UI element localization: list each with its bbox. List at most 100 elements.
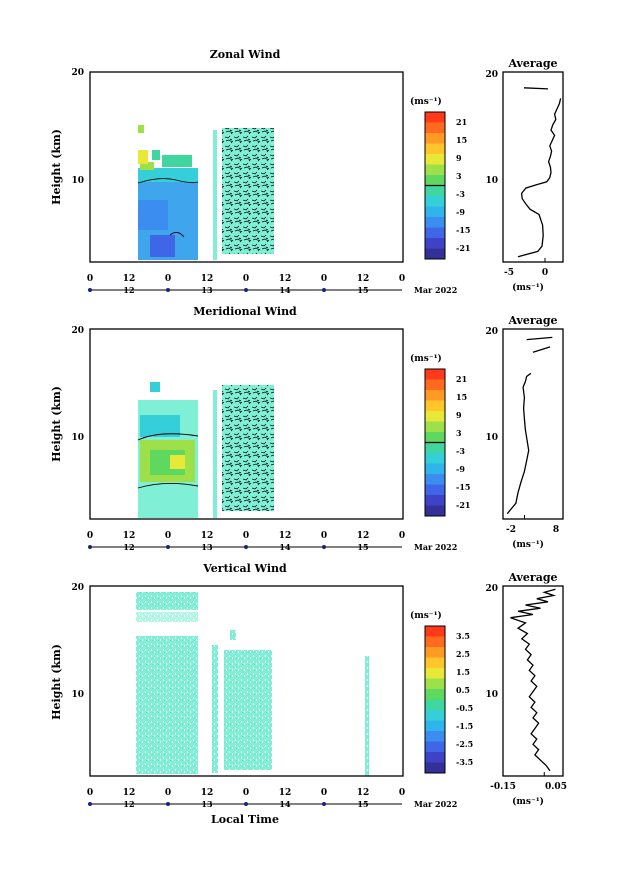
profile-x-tick: -0.15: [490, 782, 516, 792]
profile-segment: [526, 336, 553, 341]
date-label: Mar 2022: [414, 542, 457, 552]
colorbar-swatch: [425, 720, 445, 732]
day-marker: [244, 288, 248, 292]
colorbar-swatch: [425, 379, 445, 391]
day-marker: [166, 288, 170, 292]
day-label: 13: [201, 799, 213, 809]
panel-title: Vertical Wind: [202, 562, 287, 575]
colorbar-swatch: [425, 227, 445, 239]
colorbar-swatch: [425, 741, 445, 753]
colorbar-swatch: [425, 626, 445, 637]
x-ticks: 0 12 0 12 0 12 0 12 0: [87, 274, 405, 284]
panel-meridional: Meridional Wind Height (km) 20 10 0 12 0: [50, 305, 564, 552]
colorbar-swatch: [425, 668, 445, 679]
colorbar-label: -21: [456, 243, 470, 253]
x-tick-label: 0: [321, 788, 327, 798]
x-ticks: 0 12 0 12 0 12 0 12 0: [87, 788, 405, 798]
heatmap-data: [137, 382, 274, 518]
panel-title: Meridional Wind: [193, 305, 297, 318]
x-tick-label: 12: [201, 788, 214, 798]
colorbar-swatch: [425, 421, 445, 433]
colorbar-swatch: [425, 689, 445, 700]
colorbar-swatch: [425, 762, 445, 774]
colorbar-label: 21: [456, 117, 467, 127]
colorbar-swatch: [425, 369, 445, 380]
y-tick-label: 10: [71, 690, 84, 700]
colorbar-swatch: [425, 453, 445, 464]
colorbar-label: -3: [456, 446, 465, 456]
y-tick-label: 10: [485, 176, 498, 186]
colorbar-swatch: [425, 133, 445, 144]
y-axis-label: Height (km): [50, 644, 63, 720]
average-profile: Average 20 10 -2 8 (ms⁻¹): [485, 314, 564, 550]
date-label: Mar 2022: [414, 799, 457, 809]
y-ticks: 20 10: [71, 326, 84, 443]
colorbar-swatch: [425, 400, 445, 412]
heatmap-data: [137, 125, 274, 260]
colorbar-unit: (ms⁻¹): [410, 96, 442, 107]
colorbar-label: 2.5: [456, 649, 470, 659]
y-tick-label: 10: [71, 176, 84, 186]
x-tick-label: 0: [243, 274, 249, 284]
x-tick-label: 0: [165, 274, 171, 284]
day-marker: [88, 545, 92, 549]
x-tick-label: 0: [165, 788, 171, 798]
x-axis-label: Local Time: [211, 813, 279, 826]
colorbar-label: 3: [456, 428, 462, 438]
colorbar-unit: (ms⁻¹): [410, 610, 442, 621]
colorbar-label: 1.5: [456, 667, 470, 677]
y-tick-label: 10: [485, 690, 498, 700]
x-tick-label: 0: [399, 531, 405, 541]
colorbar-label: -3: [456, 189, 465, 199]
profile-title: Average: [507, 571, 557, 584]
profile-title: Average: [507, 57, 557, 70]
colorbar-swatch: [425, 495, 445, 506]
colorbar-label: 3.5: [456, 631, 470, 641]
x-tick-label: 12: [201, 531, 214, 541]
day-axis: 12 13 14 15 Mar 2022: [90, 542, 457, 552]
colorbar-swatch: [425, 442, 445, 454]
y-tick-label: 20: [71, 583, 84, 593]
profile-series-line: [517, 98, 562, 258]
day-marker: [88, 288, 92, 292]
colorbar-label: -1.5: [456, 721, 473, 731]
day-label: 12: [123, 542, 134, 552]
profile-x-label: (ms⁻¹): [512, 796, 544, 807]
colorbar-swatch: [425, 657, 445, 669]
x-tick-label: 0: [165, 531, 171, 541]
day-marker: [88, 802, 92, 806]
y-ticks: 20 10: [71, 68, 84, 186]
profile-line: [510, 588, 557, 776]
y-tick-label: 10: [71, 433, 84, 443]
day-axis: 12 13 14 15 Mar 2022: [90, 799, 457, 809]
x-tick-label: 12: [357, 274, 370, 284]
day-marker: [166, 802, 170, 806]
day-label: 15: [357, 285, 368, 295]
x-tick-label: 12: [123, 274, 136, 284]
day-label: 14: [279, 285, 291, 295]
colorbar-swatch: [425, 432, 445, 443]
colorbar-swatch: [425, 143, 445, 155]
profile-line: [517, 87, 562, 262]
colorbar-label: -15: [456, 225, 470, 235]
y-tick-label: 20: [485, 584, 498, 594]
colorbar: (ms⁻¹) 21 15 9 3 -3 -9 -15 -21: [410, 96, 470, 260]
x-tick-label: 12: [201, 274, 214, 284]
colorbar-swatch: [425, 164, 445, 176]
heatmap-data: [136, 592, 369, 776]
profile-line: [506, 336, 553, 519]
colorbar-label: -15: [456, 482, 470, 492]
x-tick-label: 0: [87, 531, 93, 541]
x-tick-label: 0: [243, 531, 249, 541]
colorbar-swatch: [425, 390, 445, 401]
day-marker: [166, 545, 170, 549]
day-axis: 12 13 14 15 Mar 2022: [90, 285, 457, 295]
colorbar-swatch: [425, 248, 445, 260]
day-label: 13: [201, 542, 213, 552]
colorbar-swatch: [425, 463, 445, 475]
day-label: 12: [123, 799, 134, 809]
colorbar-swatch: [425, 175, 445, 186]
average-profile: Average 20 10 -0.15 0.05 (ms⁻¹): [485, 571, 566, 807]
profile-series-line: [510, 588, 557, 772]
day-label: 14: [279, 799, 291, 809]
